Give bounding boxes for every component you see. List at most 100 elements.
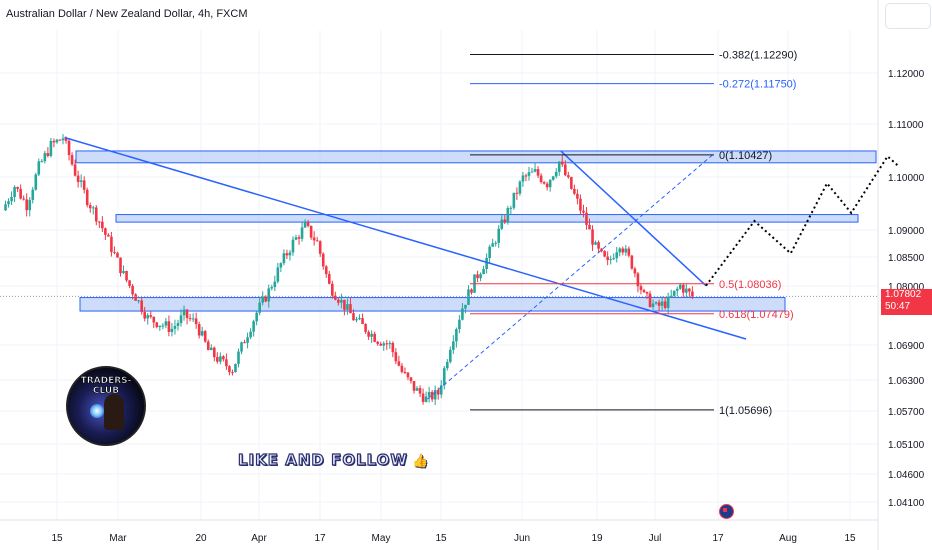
candle-body [152,316,156,323]
candle-body [515,192,519,194]
y-tick-label: 1.08000 [888,282,925,293]
candle-body [642,290,646,293]
candle-body [303,222,307,228]
glowing-orb-icon [90,404,104,418]
candle-body [358,318,361,320]
candle-body [409,377,413,382]
y-tick-label: 1.06300 [888,376,925,387]
candle-body [524,175,528,177]
candle-body [403,371,407,373]
candle-body [110,236,113,253]
x-tick-label: May [372,533,391,544]
candle-body [467,289,470,305]
candle-body [672,290,676,296]
candle-body [203,331,207,342]
candle-body [688,288,691,292]
candle-body [594,242,597,245]
candle-body [573,188,576,194]
figure-icon [104,394,124,430]
candle-body [570,177,573,189]
candle-body [40,161,44,163]
fib-level-label: 0(1.10427) [719,150,772,162]
projection-path [705,154,901,287]
candle-body [603,251,606,257]
candle-body [264,296,268,302]
candle-body [73,164,77,176]
candle-body [376,341,379,344]
candle-body [315,240,319,242]
candle-body [276,267,280,282]
candle-body [482,268,485,275]
x-tick-label: 15 [51,533,63,544]
thumbs-up-icon: 👍 [411,454,430,469]
y-tick-label: 1.11000 [888,120,924,131]
candle-body [551,176,555,180]
candle-body [382,343,386,346]
candle-body [318,241,322,254]
candle-body [343,299,346,310]
candle-body [104,228,107,235]
candle-body [243,342,246,344]
candle-body [7,201,10,205]
candle-body [340,299,343,303]
y-tick-label: 1.09000 [888,226,925,237]
candle-body [458,319,461,330]
x-tick-label: Aug [779,533,797,544]
candle-body [113,252,116,254]
candle-body [391,342,395,353]
candle-body [675,288,679,291]
country-flag-icon[interactable] [719,504,734,519]
candle-body [300,227,304,239]
candle-body [31,189,35,200]
candle-body [10,197,13,202]
candle-body [88,205,92,209]
candle-body [119,257,122,274]
candle-body [500,219,504,229]
top-right-button[interactable] [885,3,931,29]
candle-body [91,207,95,209]
candle-body [385,343,389,345]
candle-body [25,199,28,211]
candle-body [545,183,549,188]
candle-body [666,296,670,308]
candle-body [521,175,525,182]
candle-body [503,219,507,223]
candle-body [669,295,673,297]
candle-body [212,347,216,358]
candle-body [379,343,383,346]
candle-body [176,323,180,326]
y-tick-label: 1.10000 [888,173,925,184]
candle-body [533,169,537,172]
candle-body [563,164,567,176]
candle-body [633,268,637,274]
candle-body [279,263,283,268]
candle-body [685,288,688,293]
candle-body [22,198,25,200]
candle-body [512,192,516,208]
candle-body [258,302,261,313]
candle-body [267,288,271,302]
x-tick-label: 19 [591,533,603,544]
candle-body [85,189,89,206]
candle-body [582,210,585,213]
y-tick-label: 1.04100 [888,498,925,509]
candle-body [600,248,603,252]
candle-body [678,284,682,289]
support-resistance-zone [79,297,786,312]
like-and-follow-text: LIKE AND FOLLOW [237,450,408,469]
candle-body [479,274,482,279]
candle-body [576,193,579,199]
candle-body [373,333,376,342]
candle-body [79,180,83,182]
candle-body [128,280,131,286]
candle-body [64,138,68,141]
candle-body [488,246,491,259]
candle-body [285,253,289,256]
candle-body [449,349,452,362]
candle-body [621,248,625,253]
candle-body [424,396,428,402]
candle-body [134,294,137,301]
fib-level-label: 1(1.05696) [719,405,772,417]
candle-body [306,222,310,226]
